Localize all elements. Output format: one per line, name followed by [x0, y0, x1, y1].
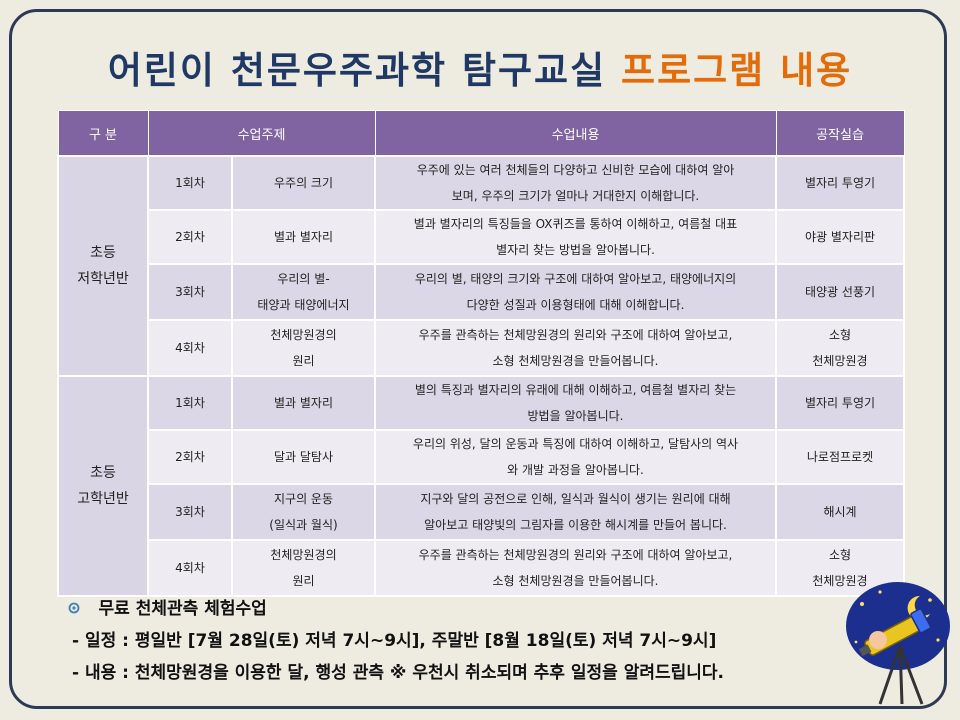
page-title: 어린이 천문우주과학 탐구교실 프로그램 내용 [0, 40, 960, 94]
craft-line1: 소형 [828, 548, 852, 562]
group-name-line1: 초등 [90, 465, 116, 481]
topic-line1: 천체망원경의 [270, 328, 337, 342]
content-line2: 방법을 알아봅니다. [527, 409, 624, 423]
telescope-illustration [846, 582, 950, 705]
content-line1: 우리의 별, 태양의 크기와 구조에 대하여 알아보고, 태양에너지의 [414, 272, 737, 286]
session-cell: 3회차 [147, 263, 233, 321]
table-row: 초등 저학년반 1회차 우주의 크기 우주에 있는 여러 천체들의 다양하고 신… [57, 155, 905, 377]
title-highlight: 프로그램 내용 [621, 49, 853, 92]
group-name-line2: 고학년반 [77, 491, 129, 507]
topic-cell: 우주의 크기 [231, 155, 376, 211]
table-row: 2회차 별과 별자리 별과 별자리의 특징들을 OX퀴즈를 통하여 이해하고, … [58, 209, 905, 265]
topic-cell: 별과 별자리 [231, 375, 376, 431]
craft-cell: 별자리 투영기 [775, 375, 905, 431]
content-line1: 지구와 달의 공전으로 인해, 일식과 월식이 생기는 원리에 대해 [420, 492, 731, 506]
topic-cell: 지구의 운동 (일식과 월식) [231, 483, 376, 541]
content-cell: 우주를 관측하는 천체망원경의 원리와 구조에 대하여 알아보고, 소형 천체망원… [374, 539, 777, 597]
topic-cell: 우리의 별- 태양과 태양에너지 [231, 263, 376, 321]
free-class-content: - 내용 : 천체망원경을 이용한 달, 행성 관측 ※ 우천시 취소되며 추후… [72, 663, 724, 683]
session-cell: 4회차 [147, 319, 233, 377]
group-name-line1: 초등 [90, 245, 116, 261]
craft-line1: 소형 [828, 328, 852, 342]
table-header-row: 구 분 수업주제 수업내용 공작실습 [57, 110, 905, 157]
topic-line2: 태양과 태양에너지 [257, 298, 350, 312]
header-topic: 수업주제 [147, 110, 376, 157]
content-cell: 우주를 관측하는 천체망원경의 원리와 구조에 대하여 알아보고, 소형 천체망원… [374, 319, 777, 377]
topic-cell: 달과 달탐사 [231, 429, 376, 485]
session-cell: 1회차 [147, 155, 233, 211]
content-line1: 우주를 관측하는 천체망원경의 원리와 구조에 대하여 알아보고, [418, 328, 733, 342]
group-name-line2: 저학년반 [77, 271, 129, 287]
content-line2: 보며, 우주의 크기가 얼마나 거대한지 이해합니다. [451, 189, 700, 203]
table-row: 2회차 달과 달탐사 우리의 위성, 달의 운동과 특징에 대하여 이해하고, … [58, 429, 905, 485]
bullet-icon [68, 602, 85, 618]
session-cell: 1회차 [147, 375, 233, 431]
topic-line1: 천체망원경의 [270, 548, 337, 562]
table-row: 3회차 지구의 운동 (일식과 월식) 지구와 달의 공전으로 인해, 일식과 월… [58, 483, 905, 541]
session-cell: 3회차 [147, 483, 233, 541]
group-cell-upper: 초등 고학년반 [57, 375, 149, 597]
content-line2: 알아보고 태양빛의 그림자를 이용한 해시계를 만들어 봅니다. [424, 518, 727, 532]
craft-cell: 별자리 투영기 [775, 155, 905, 211]
topic-line1: 우주의 크기 [273, 176, 333, 190]
craft-line2: 천체망원경 [812, 574, 868, 588]
header-craft: 공작실습 [775, 110, 905, 157]
topic-line2: 원리 [292, 574, 315, 588]
content-line2: 소형 천체망원경을 만들어봅니다. [492, 354, 659, 368]
free-class-heading-text: 무료 천체관측 체험수업 [98, 599, 267, 619]
content-line1: 우주에 있는 여러 천체들의 다양하고 신비한 모습에 대하여 알아 [416, 163, 735, 177]
topic-line2: 원리 [292, 354, 315, 368]
content-line1: 우리의 위성, 달의 운동과 특징에 대하여 이해하고, 달탐사의 역사 [412, 437, 739, 451]
header-category: 구 분 [57, 110, 149, 157]
craft-cell: 해시계 [775, 483, 905, 541]
craft-line2: 천체망원경 [812, 354, 868, 368]
topic-line2: (일식과 월식) [269, 518, 338, 532]
content-line2: 와 개발 과정을 알아봅니다. [507, 463, 644, 477]
group-cell-lower: 초등 저학년반 [57, 155, 149, 377]
topic-cell: 별과 별자리 [231, 209, 376, 265]
craft-cell: 나로점프로켓 [775, 429, 905, 485]
content-line2: 다양한 성질과 이용형태에 대해 이해합니다. [466, 298, 685, 312]
title-main: 어린이 천문우주과학 탐구교실 [107, 49, 607, 92]
table-row: 초등 고학년반 1회차 별과 별자리 별의 특징과 별자리의 유래에 대해 이해… [57, 375, 905, 597]
session-cell: 4회차 [147, 539, 233, 597]
program-table: 구 분 수업주제 수업내용 공작실습 초등 저학년반 1회차 우주의 크기 우주… [57, 110, 905, 597]
topic-line1: 우리의 별- [277, 272, 330, 286]
table-row: 3회차 우리의 별- 태양과 태양에너지 우리의 별, 태양의 크기와 구조에 대… [58, 263, 905, 321]
content-line1: 우주를 관측하는 천체망원경의 원리와 구조에 대하여 알아보고, [418, 548, 733, 562]
content-line2: 별자리 찾는 방법을 알아봅니다. [496, 243, 655, 257]
free-class-schedule: - 일정 : 평일반 [7월 28일(토) 저녁 7시~9시], 주말반 [8월… [72, 631, 717, 651]
topic-line1: 지구의 운동 [273, 492, 333, 506]
craft-cell: 태양광 선풍기 [775, 263, 905, 321]
content-line1: 별의 특징과 별자리의 유래에 대해 이해하고, 여름철 별자리 찾는 [414, 383, 737, 397]
content-line1: 별과 별자리의 특징들을 OX퀴즈를 통하여 이해하고, 여름철 대표 [413, 217, 738, 231]
header-content: 수업내용 [374, 110, 777, 157]
session-cell: 2회차 [147, 209, 233, 265]
craft-cell: 야광 별자리판 [775, 209, 905, 265]
content-line2: 소형 천체망원경을 만들어봅니다. [492, 574, 659, 588]
session-cell: 2회차 [147, 429, 233, 485]
free-class-heading: 무료 천체관측 체험수업 [68, 594, 267, 619]
